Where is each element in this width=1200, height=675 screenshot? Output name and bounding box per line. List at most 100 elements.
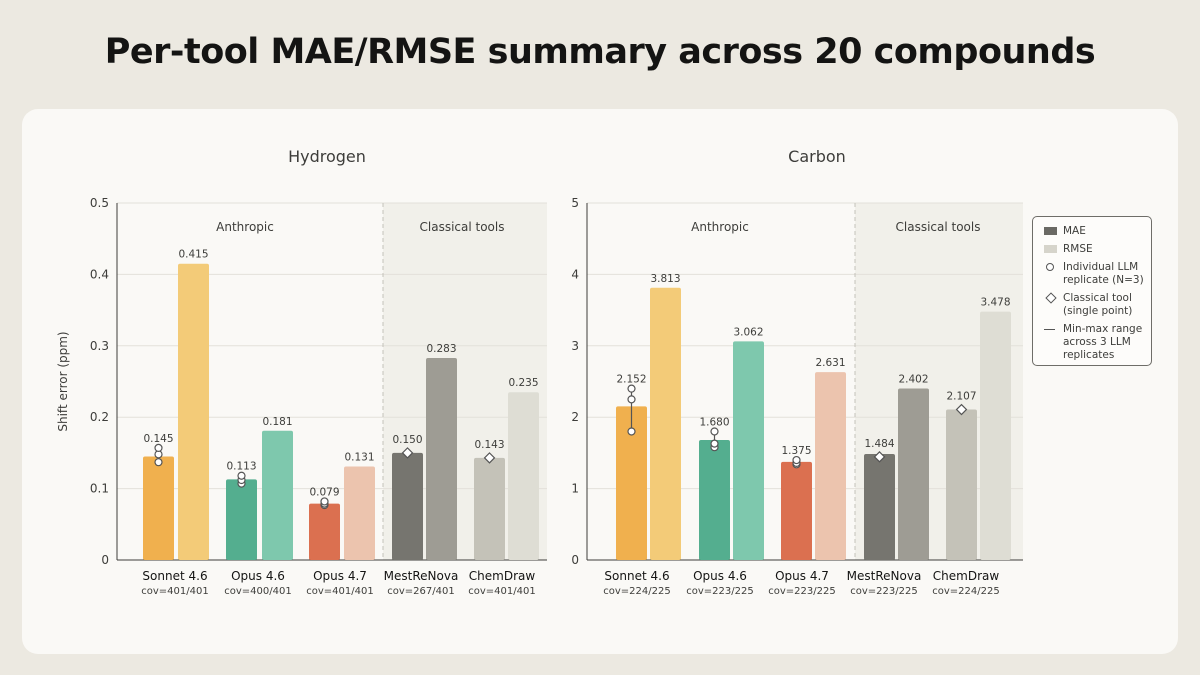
bar-mae: [864, 454, 895, 560]
y-tick-label: 0: [101, 553, 109, 567]
bar-rmse: [344, 466, 375, 560]
bar-mae: [226, 479, 257, 560]
y-tick-label: 2: [571, 410, 579, 424]
rmse-value-label: 2.402: [898, 373, 928, 385]
group-label: Anthropic: [691, 220, 749, 234]
y-tick-label: 0.4: [90, 267, 109, 281]
rmse-value-label: 0.283: [426, 343, 456, 355]
y-axis-label: Shift error (ppm): [56, 331, 70, 431]
coverage-label: cov=401/401: [468, 586, 535, 597]
replicate-marker: [237, 471, 246, 480]
rmse-value-label: 3.813: [650, 273, 680, 285]
rmse-swatch: [1044, 245, 1057, 253]
rmse-value-label: 3.062: [733, 326, 763, 338]
mae-value-label: 0.150: [392, 434, 422, 446]
legend-item-range: Min-max range across 3 LLM replicates: [1041, 323, 1147, 362]
bar-rmse: [262, 430, 293, 560]
replicate-marker: [627, 427, 636, 436]
mae-value-label: 1.375: [781, 445, 811, 457]
bar-mae: [946, 409, 977, 560]
category-label: Opus 4.7: [775, 569, 829, 583]
legend-label-classical: Classical tool (single point): [1063, 292, 1133, 317]
legend-item-rmse: RMSE: [1041, 243, 1147, 256]
bar-mae: [143, 456, 174, 560]
diamond-marker-icon: [1045, 292, 1057, 304]
bar-mae: [781, 461, 812, 560]
y-tick-label: 0: [571, 553, 579, 567]
legend-item-classical: Classical tool (single point): [1041, 292, 1147, 318]
y-tick-label: 4: [571, 267, 579, 281]
classical-point-marker: [483, 452, 496, 464]
legend-item-replicate: Individual LLM replicate (N=3): [1041, 261, 1147, 287]
coverage-label: cov=401/401: [141, 586, 208, 597]
category-label: Opus 4.6: [693, 569, 747, 583]
mae-value-label: 0.079: [309, 486, 339, 498]
category-label: Sonnet 4.6: [142, 569, 207, 583]
rmse-value-label: 0.415: [178, 249, 208, 261]
replicate-marker: [154, 458, 163, 467]
y-tick-label: 3: [571, 339, 579, 353]
replicate-marker: [710, 427, 719, 436]
replicate-marker: [710, 439, 719, 448]
range-line-icon: [1044, 329, 1055, 331]
category-label: Opus 4.7: [313, 569, 367, 583]
bar-rmse: [650, 287, 681, 560]
group-label: Classical tools: [420, 220, 505, 234]
mae-value-label: 0.143: [474, 439, 504, 451]
bar-rmse: [178, 263, 209, 560]
y-tick-label: 0.3: [90, 339, 109, 353]
bar-rmse: [733, 341, 764, 560]
bar-mae: [474, 457, 505, 560]
rmse-value-label: 0.131: [344, 451, 374, 463]
category-label: MestReNova: [847, 569, 922, 583]
coverage-label: cov=223/225: [768, 586, 835, 597]
rmse-value-label: 0.235: [508, 377, 538, 389]
y-tick-label: 1: [571, 482, 579, 496]
bar-mae: [699, 440, 730, 560]
mae-value-label: 0.145: [143, 433, 173, 445]
coverage-label: cov=267/401: [387, 586, 454, 597]
mae-swatch: [1044, 227, 1057, 235]
bar-rmse: [980, 311, 1011, 560]
bar-rmse: [815, 372, 846, 560]
rmse-value-label: 3.478: [980, 297, 1010, 309]
mae-value-label: 1.484: [864, 438, 894, 450]
legend-label-mae: MAE: [1063, 225, 1086, 237]
y-tick-label: 5: [571, 196, 579, 210]
bar-rmse: [426, 357, 457, 560]
group-label: Classical tools: [896, 220, 981, 234]
panel-title: Hydrogen: [288, 147, 366, 166]
bar-mae: [309, 503, 340, 560]
rmse-value-label: 2.631: [815, 357, 845, 369]
category-label: ChemDraw: [469, 569, 536, 583]
y-tick-label: 0.5: [90, 196, 109, 210]
circle-marker-icon: [1046, 263, 1054, 271]
coverage-label: cov=224/225: [932, 586, 999, 597]
panel-title: Carbon: [788, 147, 846, 166]
legend-label-replicate: Individual LLM replicate (N=3): [1063, 261, 1144, 286]
mae-value-label: 0.113: [226, 461, 256, 473]
bar-mae: [616, 406, 647, 560]
y-tick-label: 0.2: [90, 410, 109, 424]
replicate-marker: [320, 497, 329, 506]
coverage-label: cov=400/401: [224, 586, 291, 597]
y-tick-label: 0.1: [90, 482, 109, 496]
classical-point-marker: [873, 451, 886, 463]
bar-rmse: [898, 388, 929, 560]
coverage-label: cov=223/225: [850, 586, 917, 597]
legend-label-range: Min-max range across 3 LLM replicates: [1063, 323, 1143, 361]
category-label: ChemDraw: [933, 569, 1000, 583]
category-label: Sonnet 4.6: [604, 569, 669, 583]
replicate-marker: [792, 455, 801, 465]
legend-label-rmse: RMSE: [1063, 243, 1093, 255]
coverage-label: cov=224/225: [603, 586, 670, 597]
category-label: Opus 4.6: [231, 569, 285, 583]
coverage-label: cov=223/225: [686, 586, 753, 597]
coverage-label: cov=401/401: [306, 586, 373, 597]
rmse-value-label: 0.181: [262, 416, 292, 428]
mae-value-label: 2.107: [946, 391, 976, 403]
replicate-marker: [627, 395, 636, 404]
classical-point-marker: [401, 447, 414, 459]
category-label: MestReNova: [384, 569, 459, 583]
